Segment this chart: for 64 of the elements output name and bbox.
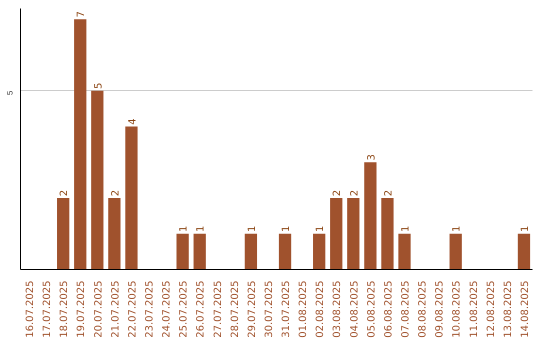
x-tick-label: 09.08.2025	[434, 280, 446, 338]
data-label: 1	[452, 226, 463, 232]
data-label: 5	[93, 82, 104, 89]
x-tick-label: 11.08.2025	[468, 280, 480, 338]
x-tick-label: 04.08.2025	[349, 280, 360, 338]
x-tick-label: 29.07.2025	[246, 280, 258, 338]
x-tick-label: 21.07.2025	[110, 280, 122, 338]
data-label: 2	[110, 190, 122, 196]
x-tick-label: 06.08.2025	[383, 280, 394, 338]
bar	[244, 234, 258, 270]
bar	[330, 198, 342, 270]
bar	[450, 234, 462, 270]
x-tick-label: 20.07.2025	[93, 280, 104, 338]
bar	[91, 90, 104, 270]
bar	[57, 198, 70, 270]
bar	[364, 162, 377, 270]
x-tick-label: 30.07.2025	[264, 280, 275, 338]
x-tick-label: 28.07.2025	[230, 280, 241, 338]
x-tick-label: 02.08.2025	[315, 280, 326, 338]
bar	[108, 198, 121, 270]
bar	[313, 234, 326, 270]
bar	[278, 234, 292, 270]
bar	[176, 234, 189, 270]
x-tick-label: 18.07.2025	[59, 280, 70, 338]
x-tick-label: 01.08.2025	[298, 280, 310, 338]
bar	[381, 198, 394, 270]
data-label: 2	[349, 190, 360, 196]
bar	[125, 126, 138, 270]
data-label: 1	[281, 226, 292, 232]
data-label: 1	[196, 226, 207, 232]
data-label: 7	[76, 11, 88, 18]
x-tick-label: 13.08.2025	[502, 280, 514, 338]
bar	[74, 19, 86, 270]
data-label: 1	[400, 226, 412, 232]
bar	[347, 198, 360, 270]
x-tick-label: 31.07.2025	[281, 280, 292, 338]
x-tick-label: 08.08.2025	[418, 280, 429, 338]
data-label: 1	[520, 226, 531, 232]
data-label: 4	[127, 118, 138, 125]
x-tick-label: 17.07.2025	[42, 280, 54, 338]
x-tick-label: 16.07.2025	[25, 280, 36, 338]
data-label: 1	[178, 226, 190, 232]
x-tick-label: 26.07.2025	[196, 280, 207, 338]
data-label: 1	[246, 226, 258, 232]
data-label: 2	[59, 190, 70, 196]
x-tick-label: 23.07.2025	[144, 280, 156, 338]
x-tick-label: 14.08.2025	[520, 280, 531, 338]
data-label: 2	[332, 190, 344, 196]
x-tick-label: 07.08.2025	[400, 280, 412, 338]
x-tick-label: 10.08.2025	[452, 280, 463, 338]
x-tick-label: 03.08.2025	[332, 280, 344, 338]
x-tick-label: 19.07.2025	[76, 280, 88, 338]
x-tick-label: 22.07.2025	[127, 280, 138, 338]
x-tick-label: 25.07.2025	[178, 280, 190, 338]
bar	[518, 234, 530, 270]
x-tick-label: 27.07.2025	[212, 280, 224, 338]
data-label: 3	[366, 154, 378, 160]
bar	[194, 234, 206, 270]
x-tick-label: 05.08.2025	[366, 280, 378, 338]
x-tick-label: 12.08.2025	[486, 280, 497, 338]
data-label: 2	[383, 190, 394, 196]
bar	[398, 234, 411, 270]
x-tick-label: 24.07.2025	[162, 280, 173, 338]
data-label: 1	[315, 226, 326, 232]
